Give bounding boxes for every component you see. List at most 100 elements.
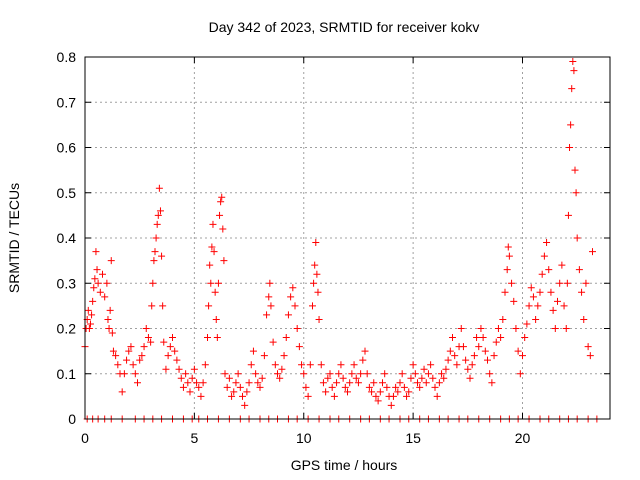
- y-tick-label: 0.4: [57, 230, 77, 246]
- data-point: [152, 234, 160, 242]
- data-point: [492, 338, 500, 346]
- data-point: [199, 379, 207, 387]
- y-axis-label: SRMTID / TECUs: [6, 183, 22, 293]
- x-tick-label: 10: [296, 430, 312, 446]
- data-point: [164, 352, 172, 360]
- data-point: [103, 279, 111, 287]
- data-point: [107, 257, 115, 265]
- data-point: [527, 284, 535, 292]
- data-point: [129, 361, 137, 369]
- data-point: [125, 347, 133, 355]
- data-point: [352, 374, 360, 382]
- data-point: [310, 279, 318, 287]
- data-point: [440, 374, 448, 382]
- data-point: [207, 279, 215, 287]
- x-tick-label: 0: [81, 430, 89, 446]
- data-point: [570, 67, 578, 75]
- data-point: [523, 320, 531, 328]
- data-point: [278, 365, 286, 373]
- data-point: [335, 370, 343, 378]
- data-point: [243, 388, 251, 396]
- data-point: [148, 302, 156, 310]
- data-point: [486, 370, 494, 378]
- data-point: [403, 392, 411, 400]
- data-point: [304, 392, 312, 400]
- data-point: [90, 284, 98, 292]
- data-point: [212, 315, 220, 323]
- data-point: [280, 352, 288, 360]
- data-point: [346, 379, 354, 387]
- x-axis-label: GPS time / hours: [291, 457, 398, 473]
- data-point: [179, 383, 187, 391]
- data-point: [387, 401, 395, 409]
- data-point: [420, 365, 428, 373]
- data-point: [575, 266, 583, 274]
- data-point: [186, 388, 194, 396]
- data-point: [210, 248, 218, 256]
- data-point: [114, 361, 122, 369]
- data-point: [536, 288, 544, 296]
- y-tick-label: 0.2: [57, 321, 77, 337]
- data-point: [245, 379, 253, 387]
- data-point: [271, 361, 279, 369]
- data-point: [427, 361, 435, 369]
- data-point: [162, 365, 170, 373]
- data-point: [344, 388, 351, 396]
- data-point: [211, 288, 219, 296]
- data-point: [481, 347, 489, 355]
- data-point: [560, 302, 568, 310]
- data-point: [330, 392, 338, 400]
- data-point: [512, 325, 520, 332]
- data-point: [225, 374, 233, 382]
- data-point: [475, 343, 483, 351]
- data-point: [274, 370, 281, 378]
- data-point: [568, 85, 576, 93]
- data-point: [484, 356, 491, 364]
- data-point: [451, 352, 459, 360]
- data-point: [396, 379, 404, 387]
- data-point: [354, 379, 362, 387]
- data-point: [232, 379, 240, 387]
- data-point: [322, 388, 330, 396]
- data-point: [173, 356, 181, 364]
- data-point: [214, 279, 222, 287]
- data-point: [573, 234, 581, 242]
- data-point: [298, 361, 306, 369]
- data-point: [438, 370, 446, 378]
- data-point: [464, 365, 472, 373]
- data-point: [300, 370, 308, 378]
- data-point: [284, 311, 292, 319]
- data-point: [337, 361, 345, 369]
- data-point: [195, 383, 203, 391]
- data-point: [127, 343, 135, 351]
- data-point: [263, 311, 271, 319]
- data-point: [99, 270, 106, 278]
- data-point: [508, 279, 516, 287]
- data-point: [319, 379, 327, 387]
- data-point: [429, 374, 437, 382]
- data-point: [510, 297, 518, 305]
- data-point: [223, 383, 231, 391]
- data-point: [462, 356, 470, 364]
- data-point: [556, 279, 564, 287]
- data-point: [153, 220, 161, 228]
- data-point: [252, 370, 260, 378]
- data-point: [315, 315, 323, 323]
- data-point: [230, 388, 238, 396]
- data-point: [547, 288, 555, 296]
- data-point: [184, 379, 192, 387]
- data-point: [265, 293, 273, 301]
- data-point: [312, 239, 320, 247]
- data-point: [551, 325, 559, 332]
- data-point: [155, 184, 163, 192]
- data-point: [414, 379, 421, 387]
- data-point: [123, 356, 131, 364]
- data-point: [519, 352, 526, 360]
- data-point: [545, 266, 553, 274]
- data-point: [267, 302, 275, 310]
- data-point: [120, 370, 128, 378]
- data-point: [150, 257, 158, 265]
- data-point: [158, 252, 166, 260]
- data-point: [206, 261, 214, 269]
- data-point: [488, 379, 496, 387]
